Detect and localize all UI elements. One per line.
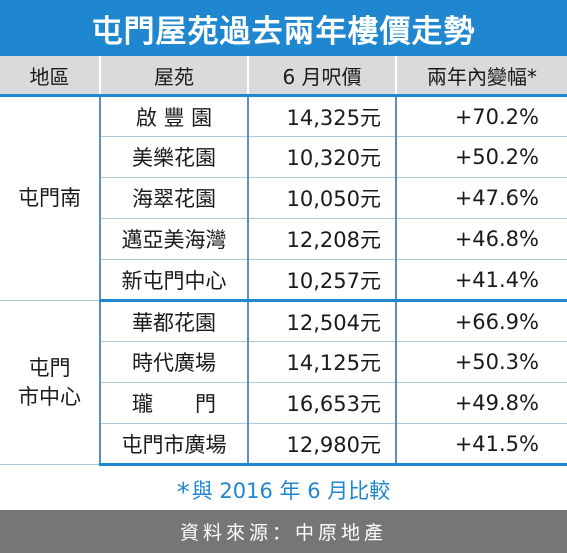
table-row: 時代廣場 14,125元 +50.3% — [0, 341, 567, 383]
estate-cell: 新屯門中心 — [100, 259, 249, 302]
header-district: 地區 — [0, 56, 101, 96]
source-bar: 資料來源：中原地產 — [0, 510, 567, 553]
estate-cell: 啟 豐 園 — [100, 94, 249, 137]
price-cell: 14,125元 — [248, 341, 397, 383]
table-row: 美樂花園 10,320元 +50.2% — [0, 136, 567, 178]
page-title: 屯門屋苑過去兩年樓價走勢 — [91, 13, 476, 50]
footnote: * 與 2016 年 6 月比較 — [0, 470, 567, 510]
estate-cell: 海翠花園 — [100, 177, 249, 219]
change-cell: +50.3% — [396, 341, 567, 383]
table-row: 海翠花園 10,050元 +47.6% — [0, 177, 567, 219]
change-cell: +47.6% — [396, 177, 567, 219]
estate-cell: 邁亞美海灣 — [100, 218, 249, 260]
table-row: 屯門 市中心 華都花園 12,504元 +66.9% — [0, 300, 567, 465]
price-cell: 12,504元 — [248, 300, 397, 342]
change-cell: +50.2% — [396, 136, 567, 178]
estate-cell: 時代廣場 — [100, 341, 249, 383]
table-header-row: 地區 屋苑 6 月呎價 兩年內變幅* — [0, 56, 567, 96]
price-cell: 12,980元 — [248, 423, 397, 466]
change-cell: +66.9% — [396, 300, 567, 342]
table-row: 邁亞美海灣 12,208元 +46.8% — [0, 218, 567, 260]
title-bar: 屯門屋苑過去兩年樓價走勢 — [0, 0, 567, 56]
price-table: 地區 屋苑 6 月呎價 兩年內變幅* 屯門南 啟 豐 園 14,325元 +70… — [0, 56, 567, 466]
table-row: 屯門市廣場 12,980元 +41.5% — [0, 423, 567, 466]
estate-cell: 瓏 門 — [100, 382, 249, 424]
table-row: 新屯門中心 10,257元 +41.4% — [0, 259, 567, 302]
estate-cell: 屯門市廣場 — [100, 423, 249, 466]
price-cell: 16,653元 — [248, 382, 397, 424]
estate-cell: 美樂花園 — [100, 136, 249, 178]
district-line-1: 屯門 — [28, 356, 71, 381]
footnote-text: 與 2016 年 6 月比較 — [191, 479, 391, 503]
price-cell: 10,320元 — [248, 136, 397, 178]
price-cell: 10,050元 — [248, 177, 397, 219]
change-cell: +41.5% — [396, 423, 567, 466]
price-cell: 10,257元 — [248, 259, 397, 302]
header-price: 6 月呎價 — [248, 56, 397, 96]
source-text: 資料來源：中原地產 — [179, 522, 387, 544]
price-cell: 12,208元 — [248, 218, 397, 260]
district-line-2: 市中心 — [18, 384, 81, 409]
district-cell-tuen-mun-south: 屯門南 — [0, 94, 101, 301]
change-cell: +70.2% — [396, 94, 567, 137]
header-change: 兩年內變幅* — [396, 56, 567, 96]
estate-cell: 華都花園 — [100, 300, 249, 342]
footnote-asterisk: * — [176, 478, 190, 508]
table-row: 屯門南 啟 豐 園 14,325元 +70.2% — [0, 94, 567, 301]
change-cell: +46.8% — [396, 218, 567, 260]
change-cell: +41.4% — [396, 259, 567, 302]
table-row: 瓏 門 16,653元 +49.8% — [0, 382, 567, 424]
district-cell-tuen-mun-town-centre: 屯門 市中心 — [0, 300, 101, 465]
price-cell: 14,325元 — [248, 94, 397, 137]
header-estate: 屋苑 — [100, 56, 249, 96]
change-cell: +49.8% — [396, 382, 567, 424]
